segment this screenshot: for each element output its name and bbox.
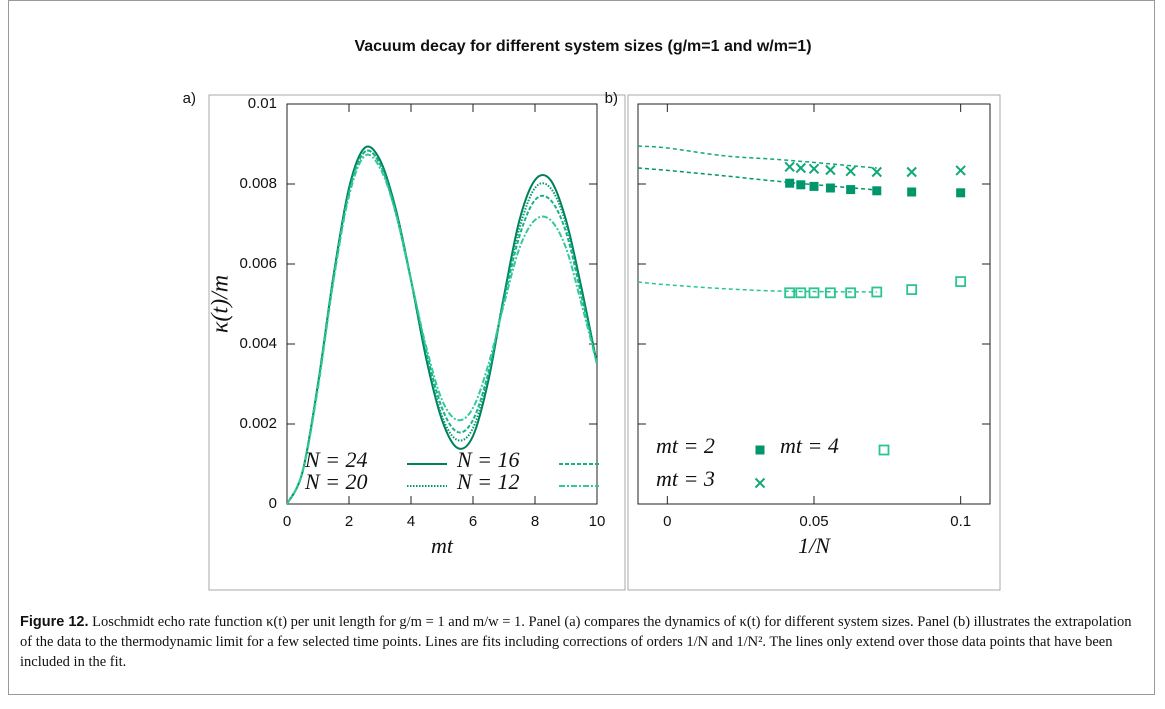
point: [845, 165, 856, 177]
x-tick-label: 8: [531, 513, 539, 530]
point: [955, 276, 967, 288]
legend-label: N = 12: [456, 469, 520, 494]
point: [845, 287, 857, 299]
x-tick-label: 0.05: [799, 513, 828, 530]
point: [795, 287, 807, 299]
point: [956, 188, 966, 198]
figure: Vacuum decay for different system sizes …: [183, 38, 1001, 591]
point: [906, 166, 917, 178]
x-axis-label: 1/N: [798, 533, 831, 558]
caption: Figure 12. Loschmidt echo rate function …: [20, 612, 1140, 672]
point: [784, 161, 795, 173]
panel-label: b): [605, 90, 618, 107]
panel-frame: [208, 94, 626, 591]
fit-line: [638, 145, 877, 169]
point: [809, 181, 819, 191]
y-axis-label: κ(t)/m: [208, 275, 234, 333]
legend-label: N = 20: [304, 469, 368, 494]
x-tick-label: 4: [407, 513, 415, 530]
legend-marker: [878, 444, 890, 456]
line: [287, 153, 597, 504]
legend-label: N = 24: [304, 447, 368, 472]
legend-marker: [755, 445, 765, 455]
point: [907, 187, 917, 197]
point: [785, 178, 795, 188]
figure-title: Vacuum decay for different system sizes …: [354, 38, 811, 55]
x-axis-label: mt: [431, 533, 454, 558]
point: [871, 166, 882, 178]
caption-label: Figure 12.: [20, 614, 89, 630]
point: [796, 180, 806, 190]
plot-area: [638, 145, 967, 299]
y-tick-label: 0.01: [248, 95, 277, 112]
legend-label: mt = 4: [780, 433, 839, 458]
y-tick-label: 0: [269, 495, 277, 512]
point: [825, 287, 836, 299]
caption-text: Loschmidt echo rate function κ(t) per un…: [20, 614, 1132, 670]
x-tick-label: 10: [589, 513, 606, 530]
point: [846, 185, 856, 195]
plot-frame: [286, 103, 598, 505]
legend-label: mt = 2: [656, 433, 715, 458]
y-tick-label: 0.006: [239, 255, 277, 272]
legend-label: N = 16: [456, 447, 520, 472]
x-tick-label: 2: [345, 513, 353, 530]
legend-label: mt = 3: [656, 466, 715, 491]
x-tick-label: 0: [663, 513, 671, 530]
point: [825, 164, 836, 176]
x-tick-label: 0: [283, 513, 291, 530]
y-tick-label: 0.008: [239, 175, 277, 192]
point: [871, 286, 883, 298]
point: [872, 186, 882, 196]
y-tick-label: 0.002: [239, 415, 277, 432]
point: [795, 162, 807, 174]
y-tick-label: 0.004: [239, 335, 277, 352]
point: [784, 287, 796, 299]
point: [955, 165, 966, 176]
fit-line: [638, 167, 877, 191]
panel-frame: [627, 94, 1001, 591]
plot-area: [287, 145, 597, 504]
legend-marker: [754, 477, 766, 489]
x-tick-label: 6: [469, 513, 477, 530]
x-tick-label: 0.1: [950, 513, 971, 530]
figure-frame: [8, 0, 1155, 695]
panel-label: a): [183, 90, 196, 107]
fit-line: [638, 281, 877, 293]
point: [825, 183, 835, 193]
point: [808, 287, 820, 299]
point: [808, 163, 820, 175]
point: [906, 284, 918, 296]
